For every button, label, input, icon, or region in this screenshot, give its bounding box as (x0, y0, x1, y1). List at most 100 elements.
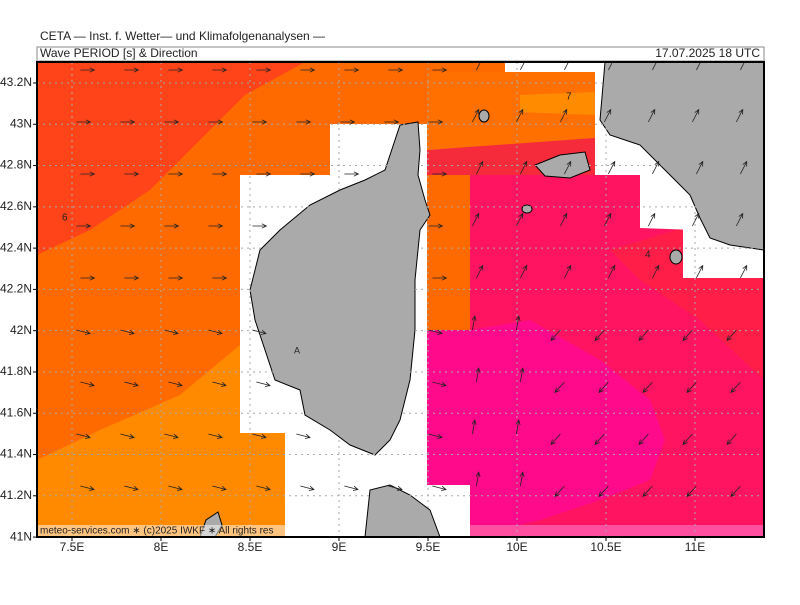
arrow (519, 471, 525, 487)
arrow (696, 160, 704, 175)
arrow (124, 67, 140, 73)
lat-label: 43.2N (0, 75, 32, 89)
arrow (740, 160, 748, 175)
arrow (475, 471, 481, 487)
arrow (515, 419, 521, 435)
arrow (432, 275, 448, 281)
arrow (554, 381, 565, 394)
arrow (340, 119, 356, 125)
island (521, 204, 533, 214)
arrow (168, 485, 183, 491)
lon-label: 8.5E (238, 540, 263, 554)
arrow (300, 485, 315, 491)
arrow (296, 433, 311, 439)
arrow (550, 433, 561, 446)
arrow (120, 433, 135, 439)
arrow (256, 485, 271, 491)
region-orange-east (427, 72, 595, 150)
contour-label: 4 (645, 250, 651, 261)
arrow (124, 171, 140, 177)
arrow (212, 485, 227, 491)
arrow (428, 433, 443, 439)
arrow (384, 119, 400, 125)
lon-label: 7.5E (60, 540, 85, 554)
arrow (252, 223, 268, 229)
arrow (120, 329, 135, 335)
arrow (730, 485, 741, 498)
arrow (652, 160, 660, 175)
arrow (686, 485, 697, 498)
lat-label: 42.2N (0, 282, 32, 296)
arrow (80, 67, 96, 73)
arrow (564, 160, 572, 175)
lat-label: 41.2N (0, 488, 32, 502)
subtitle: Wave PERIOD [s] & Direction (40, 46, 198, 60)
arrow (428, 119, 444, 125)
arrow (696, 264, 704, 279)
arrow (344, 171, 360, 177)
arrow (476, 160, 484, 175)
arrow (208, 223, 224, 229)
arrow (564, 62, 572, 71)
arrow (608, 160, 616, 175)
arrow (344, 485, 359, 491)
arrow (726, 433, 737, 446)
arrow (554, 485, 565, 498)
arrow (682, 433, 693, 446)
arrow (80, 485, 95, 491)
arrow (168, 275, 184, 281)
lon-label: 9E (332, 540, 347, 554)
contour-label: A (294, 345, 300, 355)
arrow (740, 62, 748, 71)
footer-bg (37, 525, 322, 537)
arrow (208, 433, 223, 439)
arrow (550, 329, 561, 342)
arrow (642, 485, 653, 498)
region-red-pink (610, 228, 764, 380)
arrow (642, 381, 653, 394)
lon-label: 8E (154, 540, 169, 554)
arrow (256, 381, 271, 387)
arrow (638, 433, 649, 446)
map-frame (36, 61, 765, 538)
island (669, 249, 683, 265)
arrow (256, 67, 272, 73)
arrow (475, 367, 481, 383)
arrow (124, 381, 139, 387)
arrow (164, 223, 180, 229)
arrow (638, 329, 649, 342)
arrow (344, 67, 360, 73)
arrow (594, 433, 605, 446)
arrow (208, 329, 223, 335)
arrow (76, 433, 91, 439)
arrow (652, 62, 660, 71)
arrow (471, 419, 477, 435)
lat-label: 42.4N (0, 240, 32, 254)
arrow (432, 67, 448, 73)
arrow (560, 108, 568, 123)
lon-label: 9.5E (416, 540, 441, 554)
arrow (740, 264, 748, 279)
arrow (560, 212, 568, 227)
arrow (730, 381, 741, 394)
arrow (300, 67, 316, 73)
arrow (168, 381, 183, 387)
arrow (432, 171, 448, 177)
arrow (256, 171, 272, 177)
arrow (212, 381, 227, 387)
arrow (388, 485, 403, 491)
arrow (212, 67, 228, 73)
arrow (516, 212, 524, 227)
arrow (476, 264, 484, 279)
lat-label: 43N (10, 116, 32, 130)
lat-label: 42N (10, 323, 32, 337)
arrow (164, 433, 179, 439)
lon-label: 10E (506, 540, 527, 554)
arrow (472, 212, 480, 227)
lon-label: 10.5E (590, 540, 621, 554)
lat-label: 41.4N (0, 447, 32, 461)
arrow (608, 62, 616, 71)
arrow (520, 160, 528, 175)
arrow (432, 485, 447, 491)
